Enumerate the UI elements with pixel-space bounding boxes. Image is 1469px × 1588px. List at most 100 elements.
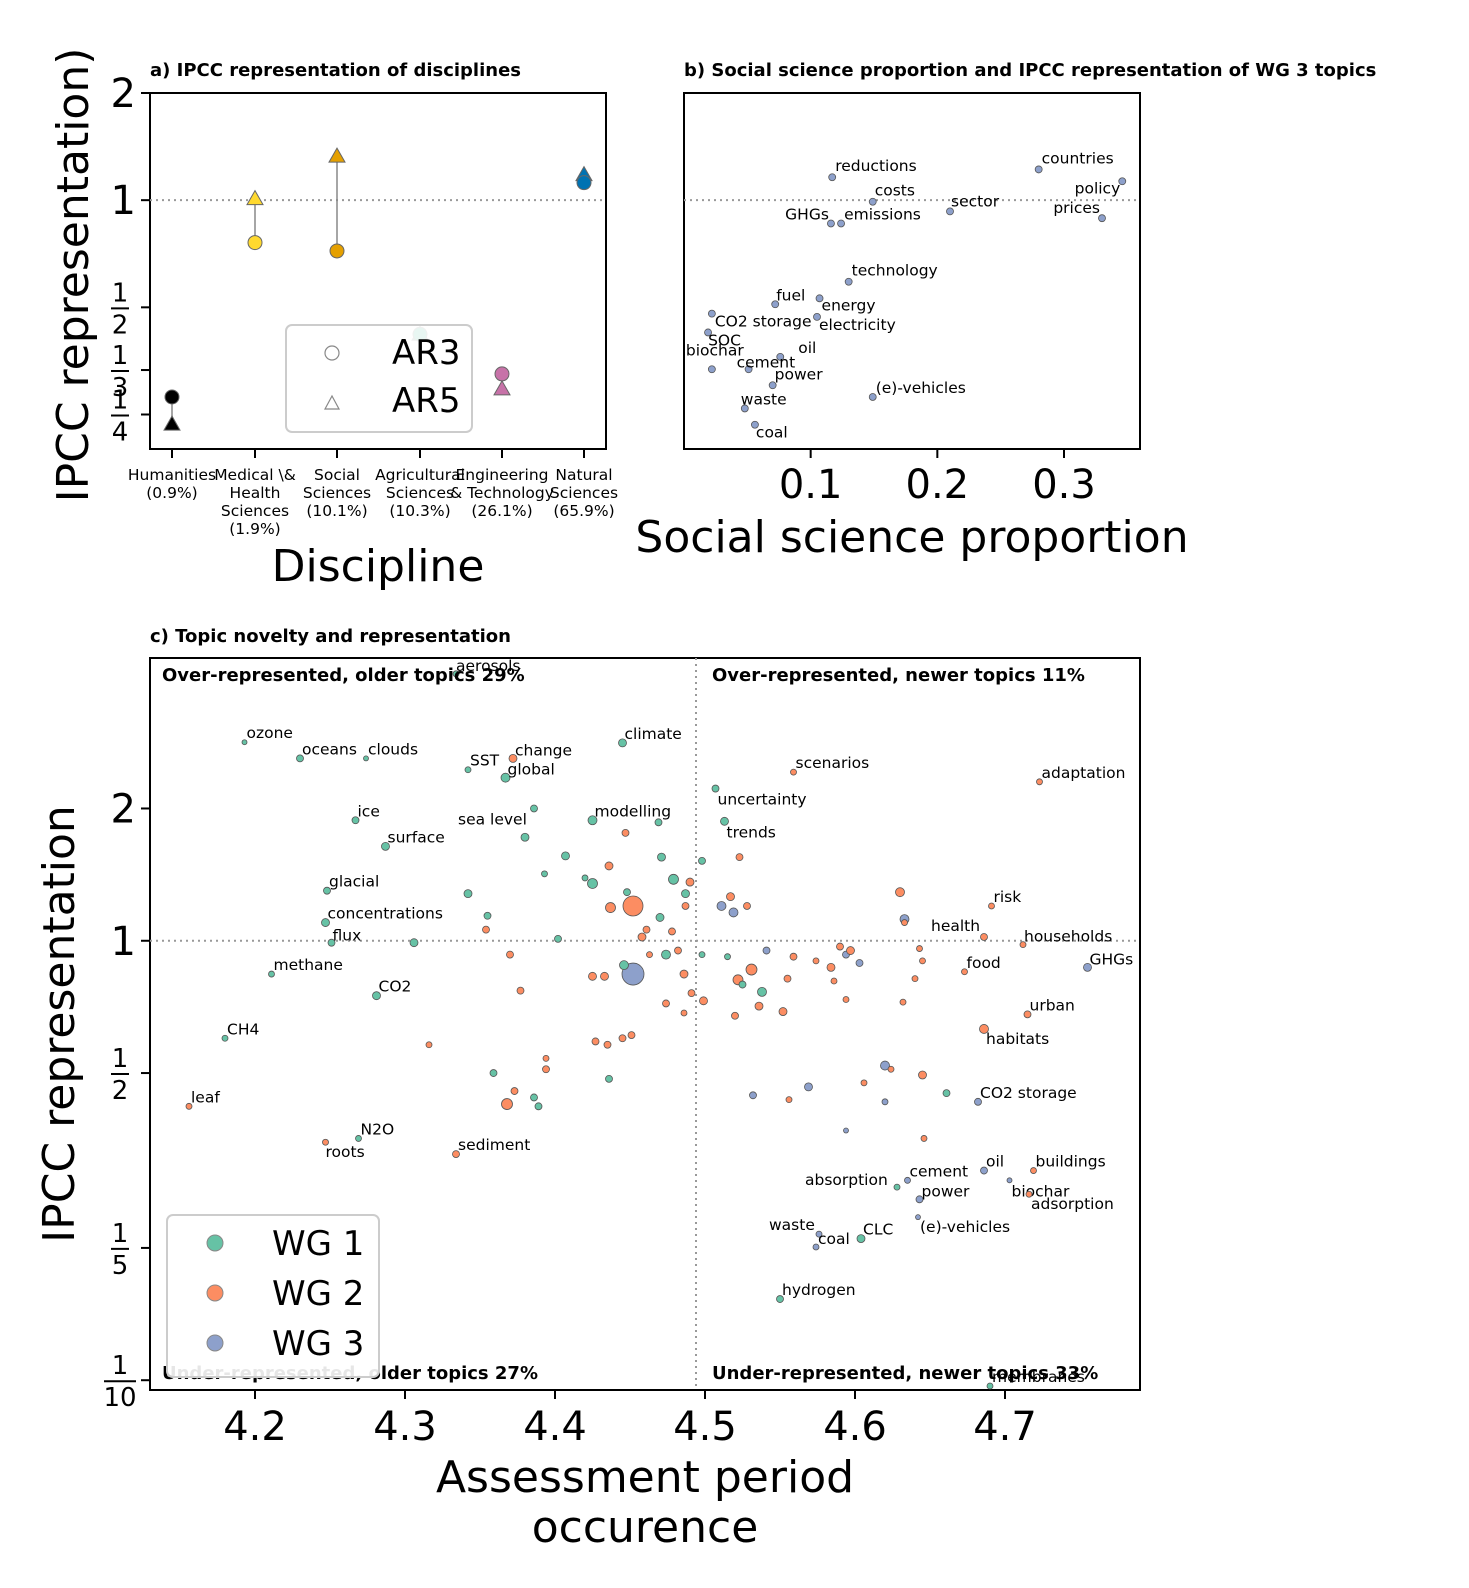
topic-point [619,960,629,971]
point-reductions [828,173,837,182]
topic-point [654,818,663,827]
topic-point [681,889,690,899]
topic-point [685,877,695,887]
panel-b-title: b) Social science proportion and IPCC re… [684,60,1376,81]
point-modelling [587,815,598,826]
topic-point [618,1034,627,1043]
y-tick-numerator: 1 [112,386,129,416]
panel-c-title: c) Topic novelty and representation [150,626,511,647]
y-tick-numerator: 1 [112,1044,129,1074]
legend-wg-3-label: WG 3 [272,1324,364,1364]
point-ghgs [827,219,835,228]
topic-point [726,892,735,902]
point-change [508,754,518,763]
topic-point [735,853,744,862]
point-aerosols [452,670,460,678]
y-tick-denominator: 2 [112,310,129,340]
topic-point [754,1001,764,1011]
topic-point [622,895,644,917]
topic-point [680,1009,688,1017]
point-label: aerosols [456,657,521,675]
point-label: methane [274,956,343,974]
topic-point [716,901,727,911]
point-label: adsorption [1031,1195,1114,1213]
panel-c-legend: WG 1 WG 2 WG 3 [166,1214,380,1378]
panel-b-frame [683,92,1141,450]
quadrant-bottom-right-label: Under-represented, newer topics 33% [712,1363,1098,1384]
ar5-marker-medical [246,189,264,206]
point-coal [812,1243,820,1251]
point-technology [844,277,853,286]
point-label: oil [986,1153,1004,1171]
topic-point [738,980,747,989]
ar5-marker-social [328,147,346,163]
point-food [961,968,968,976]
point-label: ozone [247,724,293,742]
point-trends [720,816,729,826]
panel-c-topic-novelty-chart: c) Topic novelty and representation 2112… [34,626,1141,1553]
panel-c-points: aerosols ozone oceans clouds climate SST chang… [185,657,1134,1390]
category-label: (26.1%) [471,502,532,520]
point-label: leaf [191,1088,220,1106]
point-oil [776,352,785,361]
topic-point [668,873,679,885]
point-label: buildings [1036,1153,1106,1171]
point-biochar [1006,1177,1013,1184]
legend-wg-2-marker [206,1284,224,1302]
topic-point [516,986,525,995]
topic-point [846,946,855,955]
topic-point [554,934,562,943]
topic-point [860,1079,868,1087]
point-sediment [452,1150,460,1158]
topic-point [482,925,490,934]
topic-point [804,1082,813,1092]
point-label: uncertainty [718,791,807,809]
topic-point [785,1096,793,1104]
point-label: (e)-vehicles [876,379,966,397]
point-label: risk [994,888,1022,906]
category-label: Sciences [221,502,289,520]
point-label: GHGs [1090,950,1134,968]
topic-point [621,828,630,837]
topic-point [600,971,609,981]
ar3-marker-engineering [494,366,510,382]
point-habitats [979,1024,989,1034]
point-label: electricity [819,316,896,334]
point-scenarios [790,768,797,776]
category-label: Sciences [303,484,371,502]
point-label: CLC [863,1221,893,1239]
point-energy [815,294,824,303]
ar3-marker-medical [247,235,263,251]
topic-point [743,902,751,910]
topic-point [587,878,598,889]
point-label: modelling [595,802,672,820]
x-tick-label: 4.7 [973,1404,1037,1450]
point-adaptation [1036,778,1043,786]
topic-point [749,1091,757,1100]
topic-point [745,963,758,976]
point-label: N2O [361,1120,395,1138]
topic-point [657,852,666,862]
topic-point [842,996,850,1003]
point-label: countries [1042,149,1114,167]
topic-point [826,962,836,972]
ar5-marker-humanities [163,415,181,431]
topic-point [724,953,731,961]
topic-point [542,1054,550,1062]
point-label: flux [333,927,362,945]
topic-point [687,989,696,998]
point-ozone [241,739,248,746]
point-label: membranes [992,1368,1085,1386]
point-co2 [372,991,381,1001]
point-label: concentrations [328,905,443,923]
topic-point [681,902,690,910]
panel-a-legend: AR3 AR5 [285,324,473,433]
category-label: Social [314,466,360,484]
point-label: GHGs [785,205,829,223]
topic-point [843,1127,849,1134]
point-sea-level [530,804,538,813]
point-label: prices [1053,199,1100,217]
topic-point [881,1098,889,1106]
topic-point [901,919,908,926]
